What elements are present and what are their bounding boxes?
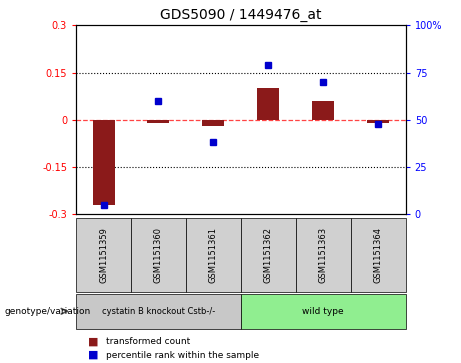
Text: genotype/variation: genotype/variation <box>5 307 91 316</box>
Bar <box>93 120 114 205</box>
Bar <box>148 120 170 123</box>
Bar <box>202 120 225 126</box>
Text: GSM1151362: GSM1151362 <box>264 227 273 283</box>
Text: cystatin B knockout Cstb-/-: cystatin B knockout Cstb-/- <box>102 307 215 316</box>
Text: GSM1151361: GSM1151361 <box>209 227 218 283</box>
Bar <box>257 88 279 120</box>
Text: ■: ■ <box>88 337 98 347</box>
Text: GSM1151363: GSM1151363 <box>319 227 328 283</box>
Text: GSM1151359: GSM1151359 <box>99 227 108 283</box>
Text: ■: ■ <box>88 350 98 360</box>
Text: transformed count: transformed count <box>106 338 190 346</box>
Bar <box>312 101 334 120</box>
Title: GDS5090 / 1449476_at: GDS5090 / 1449476_at <box>160 8 322 22</box>
Text: GSM1151360: GSM1151360 <box>154 227 163 283</box>
Text: percentile rank within the sample: percentile rank within the sample <box>106 351 259 359</box>
Text: GSM1151364: GSM1151364 <box>374 227 383 283</box>
Bar <box>367 120 389 123</box>
Text: wild type: wild type <box>302 307 344 316</box>
